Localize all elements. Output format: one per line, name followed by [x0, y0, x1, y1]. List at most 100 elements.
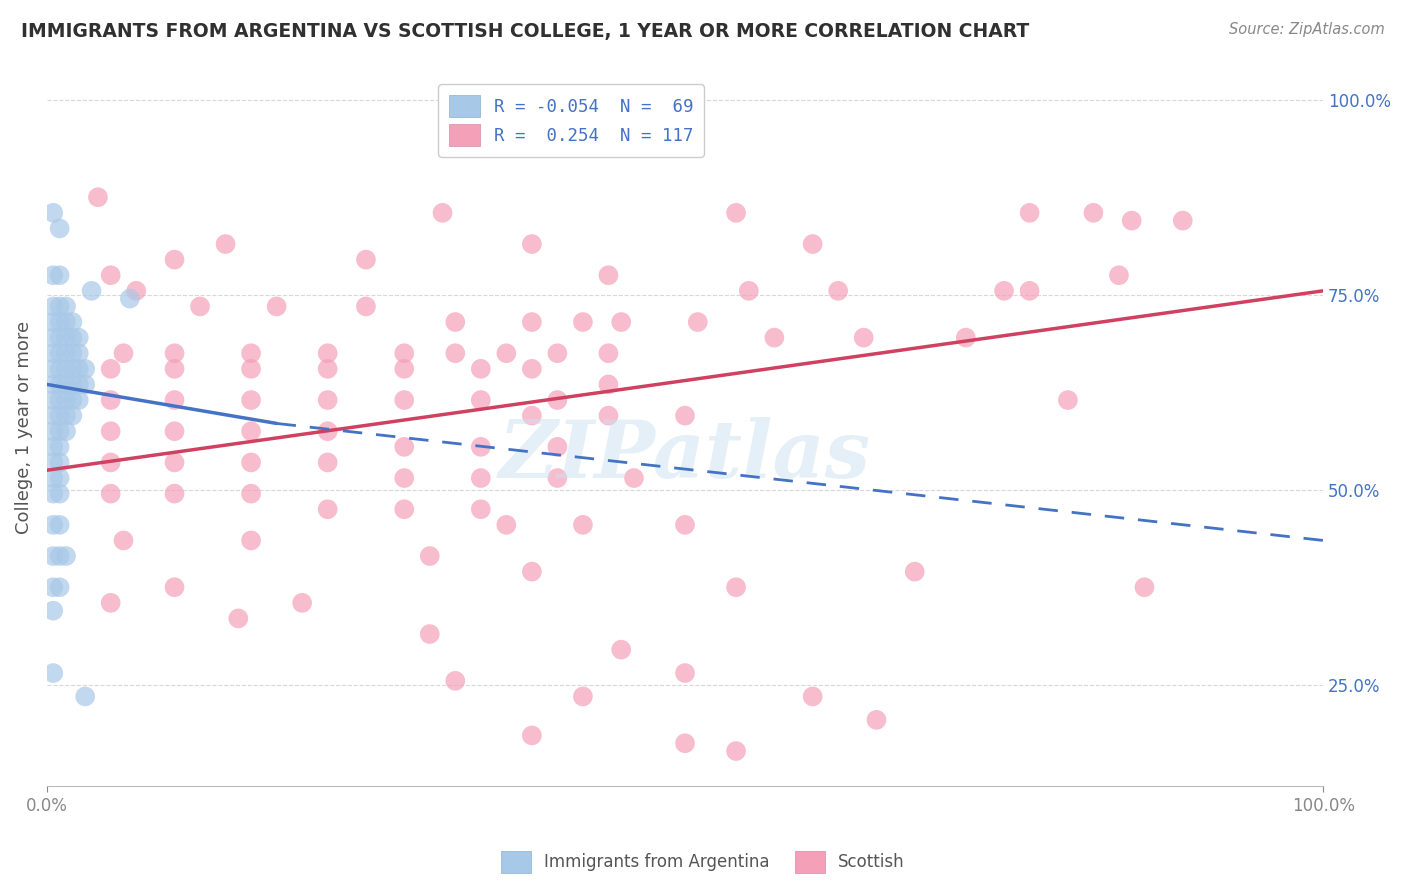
- Point: [87, 190, 110, 204]
- Point: [623, 471, 645, 485]
- Point: [214, 237, 236, 252]
- Point: [48, 221, 70, 235]
- Point: [316, 424, 339, 438]
- Point: [572, 517, 595, 532]
- Point: [42, 486, 65, 500]
- Text: IMMIGRANTS FROM ARGENTINA VS SCOTTISH COLLEGE, 1 YEAR OR MORE CORRELATION CHART: IMMIGRANTS FROM ARGENTINA VS SCOTTISH CO…: [21, 22, 1029, 41]
- Point: [188, 300, 211, 314]
- Point: [993, 284, 1015, 298]
- Point: [42, 604, 65, 618]
- Point: [48, 517, 70, 532]
- Point: [163, 424, 186, 438]
- Point: [827, 284, 849, 298]
- Point: [419, 549, 441, 563]
- Point: [125, 284, 148, 298]
- Point: [75, 377, 97, 392]
- Point: [520, 361, 543, 376]
- Point: [725, 206, 748, 220]
- Point: [1171, 213, 1194, 227]
- Point: [432, 206, 454, 220]
- Point: [266, 300, 288, 314]
- Point: [62, 331, 84, 345]
- Point: [67, 377, 90, 392]
- Point: [100, 268, 122, 283]
- Point: [520, 728, 543, 742]
- Point: [42, 300, 65, 314]
- Point: [240, 455, 263, 469]
- Point: [75, 361, 97, 376]
- Point: [55, 361, 77, 376]
- Point: [42, 206, 65, 220]
- Point: [42, 409, 65, 423]
- Point: [520, 237, 543, 252]
- Point: [598, 268, 620, 283]
- Point: [470, 392, 492, 407]
- Point: [725, 744, 748, 758]
- Point: [163, 455, 186, 469]
- Point: [67, 331, 90, 345]
- Point: [546, 392, 568, 407]
- Point: [673, 517, 696, 532]
- Point: [394, 502, 416, 516]
- Point: [354, 252, 377, 267]
- Point: [75, 690, 97, 704]
- Point: [55, 377, 77, 392]
- Point: [598, 409, 620, 423]
- Point: [673, 409, 696, 423]
- Text: ZIPatlas: ZIPatlas: [499, 417, 872, 495]
- Point: [673, 736, 696, 750]
- Point: [354, 300, 377, 314]
- Point: [1121, 213, 1143, 227]
- Point: [546, 346, 568, 360]
- Point: [48, 331, 70, 345]
- Point: [546, 440, 568, 454]
- Point: [42, 471, 65, 485]
- Point: [62, 392, 84, 407]
- Point: [240, 486, 263, 500]
- Point: [55, 392, 77, 407]
- Point: [240, 392, 263, 407]
- Point: [394, 346, 416, 360]
- Point: [394, 471, 416, 485]
- Point: [316, 455, 339, 469]
- Point: [67, 346, 90, 360]
- Point: [444, 673, 467, 688]
- Point: [598, 377, 620, 392]
- Point: [55, 346, 77, 360]
- Point: [163, 252, 186, 267]
- Point: [48, 361, 70, 376]
- Point: [48, 315, 70, 329]
- Point: [470, 361, 492, 376]
- Point: [572, 690, 595, 704]
- Point: [62, 315, 84, 329]
- Point: [520, 315, 543, 329]
- Point: [495, 346, 517, 360]
- Point: [55, 331, 77, 345]
- Point: [42, 268, 65, 283]
- Point: [62, 346, 84, 360]
- Point: [394, 440, 416, 454]
- Point: [42, 455, 65, 469]
- Point: [738, 284, 761, 298]
- Point: [112, 346, 135, 360]
- Point: [673, 666, 696, 681]
- Point: [55, 315, 77, 329]
- Point: [55, 424, 77, 438]
- Point: [163, 361, 186, 376]
- Point: [42, 666, 65, 681]
- Point: [163, 346, 186, 360]
- Point: [42, 424, 65, 438]
- Point: [42, 361, 65, 376]
- Point: [48, 409, 70, 423]
- Point: [316, 361, 339, 376]
- Point: [865, 713, 887, 727]
- Point: [42, 315, 65, 329]
- Point: [316, 392, 339, 407]
- Point: [444, 346, 467, 360]
- Point: [419, 627, 441, 641]
- Point: [1018, 284, 1040, 298]
- Point: [42, 377, 65, 392]
- Point: [470, 471, 492, 485]
- Point: [316, 502, 339, 516]
- Point: [1108, 268, 1130, 283]
